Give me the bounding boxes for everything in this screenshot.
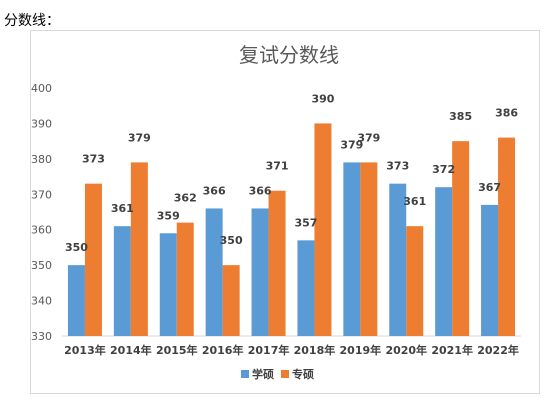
y-tick-label: 350 bbox=[31, 259, 52, 272]
x-tick-label: 2015年 bbox=[156, 343, 198, 357]
bar-zhuanshuo bbox=[360, 162, 378, 336]
bar-layer bbox=[67, 123, 516, 336]
data-label: 390 bbox=[311, 92, 334, 105]
y-tick-label: 360 bbox=[31, 224, 52, 237]
data-label: 362 bbox=[174, 192, 197, 205]
x-tick-label: 2014年 bbox=[110, 343, 152, 357]
bar-zhuanshuo bbox=[406, 226, 424, 336]
data-label: 373 bbox=[386, 160, 409, 173]
data-labels: 3503733613793593623663503663713573903793… bbox=[65, 92, 518, 254]
legend-swatch bbox=[241, 370, 249, 378]
bar-xueshuo bbox=[113, 226, 131, 336]
x-axis-ticks: 2013年 2014年 2015年 2016年 2017年 2018年 2019年 2020年… bbox=[64, 343, 519, 357]
bar-zhuanshuo bbox=[176, 222, 194, 336]
y-tick-label: 400 bbox=[31, 82, 52, 95]
bar-zhuanshuo bbox=[84, 183, 102, 336]
y-tick-label: 380 bbox=[31, 153, 52, 166]
data-label: 372 bbox=[432, 163, 455, 176]
chart-title: 复试分数线 bbox=[239, 43, 339, 67]
data-label: 373 bbox=[82, 153, 105, 166]
y-tick-label: 330 bbox=[31, 330, 52, 343]
y-tick-label: 370 bbox=[31, 188, 52, 201]
bar-xueshuo bbox=[435, 187, 453, 336]
data-label: 367 bbox=[478, 181, 501, 194]
legend-label: 学硕 bbox=[252, 367, 274, 381]
bar-xueshuo bbox=[389, 183, 407, 336]
data-label: 379 bbox=[128, 131, 151, 144]
legend-label: 专硕 bbox=[292, 367, 314, 381]
data-label: 359 bbox=[157, 209, 180, 222]
x-tick-label: 2017年 bbox=[248, 343, 290, 357]
bar-zhuanshuo bbox=[452, 141, 470, 336]
bar-xueshuo bbox=[251, 208, 269, 336]
bar-zhuanshuo bbox=[498, 137, 516, 336]
bar-xueshuo bbox=[481, 204, 499, 336]
y-tick-label: 340 bbox=[31, 295, 52, 308]
x-tick-label: 2022年 bbox=[477, 343, 519, 357]
x-tick-label: 2018年 bbox=[294, 343, 336, 357]
data-label: 379 bbox=[340, 138, 363, 151]
bar-zhuanshuo bbox=[268, 190, 286, 336]
bar-xueshuo bbox=[297, 240, 315, 336]
bar-zhuanshuo bbox=[222, 265, 240, 336]
y-tick-label: 390 bbox=[31, 117, 52, 130]
data-label: 366 bbox=[203, 184, 226, 197]
bar-xueshuo bbox=[343, 162, 361, 336]
data-label: 386 bbox=[495, 107, 518, 120]
data-label: 350 bbox=[65, 241, 88, 254]
data-label: 350 bbox=[220, 234, 243, 247]
legend: 学硕 专硕 bbox=[241, 367, 314, 381]
data-label: 385 bbox=[449, 110, 472, 123]
bar-xueshuo bbox=[67, 265, 85, 336]
y-axis-ticks: 330 340 350 360 370 380 390 400 bbox=[31, 82, 52, 343]
data-label: 357 bbox=[294, 216, 317, 229]
data-label: 361 bbox=[111, 202, 134, 215]
data-label: 366 bbox=[249, 184, 272, 197]
bar-xueshuo bbox=[159, 233, 177, 336]
legend-swatch bbox=[281, 370, 289, 378]
x-tick-label: 2021年 bbox=[431, 343, 473, 357]
x-tick-label: 2016年 bbox=[202, 343, 244, 357]
data-label: 371 bbox=[266, 160, 289, 173]
bar-zhuanshuo bbox=[314, 123, 332, 336]
page-label: 分数线： bbox=[4, 13, 60, 29]
x-tick-label: 2020年 bbox=[385, 343, 427, 357]
x-tick-label: 2019年 bbox=[340, 343, 382, 357]
data-label: 361 bbox=[403, 195, 426, 208]
bar-zhuanshuo bbox=[130, 162, 148, 336]
bar-xueshuo bbox=[205, 208, 223, 336]
x-tick-label: 2013年 bbox=[64, 343, 106, 357]
data-label: 379 bbox=[357, 131, 380, 144]
